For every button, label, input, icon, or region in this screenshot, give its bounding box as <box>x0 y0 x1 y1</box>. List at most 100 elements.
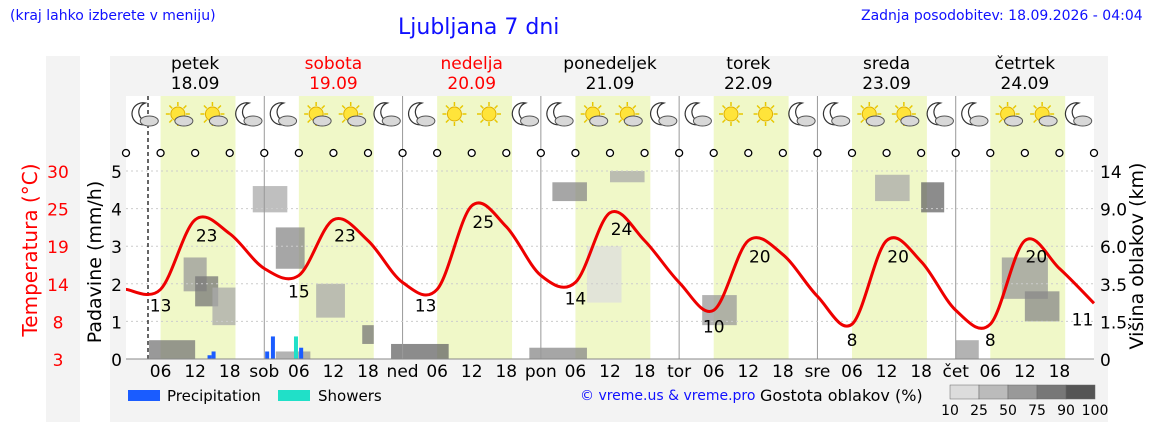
density-swatch <box>978 384 1009 400</box>
wind-calm-marker <box>1020 148 1030 158</box>
precipitation-bar <box>211 351 216 359</box>
precipitation-bar <box>299 347 304 359</box>
temperature-tick-label: 19 <box>47 238 69 258</box>
sun-icon <box>477 102 501 126</box>
x-tick-label: 18 <box>357 362 379 382</box>
precip-tick-label: 4 <box>111 201 122 221</box>
wind-calm-marker <box>502 148 511 158</box>
x-tick-label: 18 <box>910 362 932 382</box>
density-tick-label: 25 <box>970 403 988 419</box>
cloud-height-tick-label: 6.0 <box>1100 238 1127 258</box>
cloud-density-block <box>252 186 288 213</box>
precipitation-bar <box>293 336 298 359</box>
wind-calm-marker <box>986 148 995 158</box>
x-tick-label: 06 <box>426 362 448 382</box>
x-tick-label: 06 <box>703 362 725 382</box>
wind-calm-marker <box>1089 148 1099 158</box>
density-swatch <box>949 384 980 400</box>
density-tick-label: 90 <box>1057 403 1075 419</box>
density-tick-label: 75 <box>1028 403 1046 419</box>
day-name: sobota <box>305 54 363 74</box>
wind-calm-marker <box>605 148 615 158</box>
moon-cloud-icon <box>788 102 816 127</box>
moon-cloud-icon <box>649 102 678 127</box>
region-link[interactable]: (kraj lahko izberete v meniju) <box>10 8 216 24</box>
x-tick-label: tor <box>667 362 691 382</box>
wind-calm-marker <box>916 148 926 158</box>
cloud-height-tick-label: 9.0 <box>1100 201 1127 221</box>
sun-cloud-icon <box>1030 102 1058 127</box>
cloud-height-tick-label: 0 <box>1100 351 1111 371</box>
precipitation-bar <box>207 355 212 359</box>
x-tick-label: 12 <box>1014 362 1036 382</box>
temperature-tick-label: 30 <box>47 163 69 183</box>
daytime-band <box>437 96 513 359</box>
cloud-density-block <box>275 227 305 269</box>
precipitation-bar <box>270 336 275 359</box>
precip-tick-label: 5 <box>111 163 122 183</box>
day-name: ponedeljek <box>563 54 657 74</box>
moon-cloud-icon <box>511 102 540 127</box>
moon-cloud-icon <box>822 102 851 127</box>
wind-calm-marker <box>398 148 407 158</box>
moon-cloud-icon <box>373 102 401 127</box>
x-tick-label: pon <box>525 362 557 382</box>
day-name: petek <box>171 54 219 74</box>
x-tick-label: 12 <box>599 362 621 382</box>
wind-calm-marker <box>121 148 131 158</box>
daytime-band <box>575 96 651 359</box>
wind-calm-marker <box>571 148 580 158</box>
sun-cloud-icon <box>615 102 643 127</box>
temperature-value-label: 20 <box>887 248 909 268</box>
x-tick-label: 18 <box>772 362 794 382</box>
daytime-band <box>852 96 927 359</box>
cloud-density-block <box>316 283 345 318</box>
sun-cloud-icon <box>338 102 367 127</box>
cloud-height-tick-label: 14 <box>1100 163 1122 183</box>
day-date: 23.09 <box>862 74 911 94</box>
temperature-value-label: 14 <box>565 289 587 309</box>
day-date: 18.09 <box>171 74 220 94</box>
wind-calm-marker <box>813 148 822 158</box>
wind-calm-marker <box>432 148 442 158</box>
sun-icon <box>719 102 743 126</box>
cloud-density-block <box>610 171 645 183</box>
cloud-height-axis-label: Višina oblakov (km) <box>1126 162 1148 350</box>
density-swatch <box>1036 384 1067 400</box>
temperature-tick-label: 3 <box>53 351 64 371</box>
cloud-density-block <box>875 174 910 202</box>
temperature-value-label: 8 <box>985 331 996 351</box>
sun-cloud-icon <box>580 102 609 127</box>
sun-icon <box>753 102 778 126</box>
page-title: Ljubljana 7 dni <box>398 15 560 40</box>
cloud-height-tick-label: 3.5 <box>1100 276 1127 296</box>
x-tick-label: sre <box>804 362 830 382</box>
day-name: sreda <box>863 54 910 74</box>
temperature-tick-label: 14 <box>47 276 69 296</box>
temperature-tick-label: 25 <box>47 201 69 221</box>
x-tick-label: 06 <box>979 362 1001 382</box>
temp-axis-panel <box>46 56 80 422</box>
density-swatch <box>1065 384 1096 400</box>
wind-calm-marker <box>640 148 649 158</box>
precipitation-bar <box>265 351 270 359</box>
sun-cloud-icon <box>857 102 885 127</box>
x-tick-label: sob <box>249 362 279 382</box>
cloud-height-tick-label: 1.5 <box>1100 313 1127 333</box>
wind-calm-marker <box>847 148 857 158</box>
day-date: 20.09 <box>447 74 496 94</box>
moon-cloud-icon <box>407 102 436 127</box>
sun-cloud-icon <box>891 102 920 127</box>
copyright-link[interactable]: © vreme.us & vreme.pro <box>580 388 756 404</box>
cloud-density-block <box>529 347 587 359</box>
wind-calm-marker <box>536 148 546 158</box>
x-tick-label: 18 <box>219 362 241 382</box>
moon-cloud-icon <box>546 102 574 127</box>
precip-tick-label: 2 <box>111 276 122 296</box>
x-tick-label: 12 <box>876 362 898 382</box>
temperature-value-label: 11 <box>1072 310 1094 330</box>
cloud-density-block <box>586 246 622 303</box>
cloud-density-block <box>149 340 196 359</box>
wind-calm-marker <box>156 148 165 158</box>
